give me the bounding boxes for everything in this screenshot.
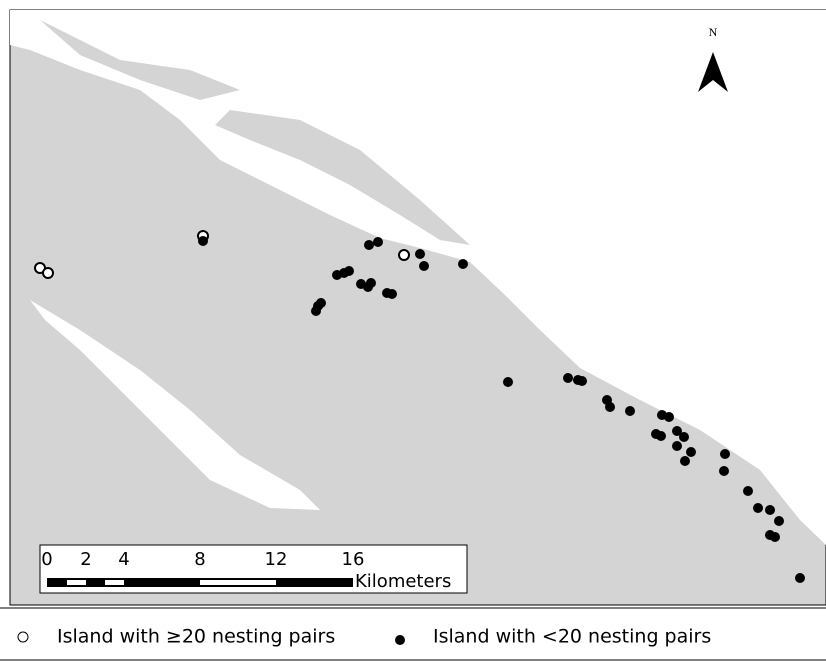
colony-small — [720, 449, 730, 459]
colony-small — [419, 261, 429, 271]
legend-filled-symbol — [395, 635, 405, 645]
legend-open-symbol — [17, 631, 29, 643]
colony-small — [686, 447, 696, 457]
colony-small — [344, 266, 354, 276]
scale-label: 8 — [194, 549, 205, 570]
scale-label: 4 — [118, 549, 129, 570]
scale-segment — [200, 580, 276, 585]
colony-small — [366, 278, 376, 288]
colony-large — [398, 249, 410, 261]
legend-label: Island with <20 nesting pairs — [433, 626, 711, 648]
scale-unit: Kilometers — [355, 571, 451, 592]
colony-small — [770, 532, 780, 542]
colony-small — [198, 236, 208, 246]
scale-segment — [105, 580, 124, 585]
island — [30, 300, 320, 510]
colony-small — [503, 377, 513, 387]
inlet — [40, 20, 240, 100]
colony-small — [672, 441, 682, 451]
colony-small — [373, 237, 383, 247]
colony-small — [387, 289, 397, 299]
colony-small — [364, 240, 374, 250]
colony-small — [774, 516, 784, 526]
colony-small — [577, 376, 587, 386]
north-arrow — [698, 52, 728, 92]
scale-segment — [67, 580, 86, 585]
colony-small — [605, 402, 615, 412]
north-label: N — [709, 25, 718, 39]
colony-small — [743, 486, 753, 496]
colony-small — [719, 466, 729, 476]
inlet — [215, 110, 470, 245]
colony-small — [664, 412, 674, 422]
scale-label: 16 — [342, 549, 365, 570]
colony-small — [311, 306, 321, 316]
colony-small — [563, 373, 573, 383]
colony-small — [795, 573, 805, 583]
legend-label: Island with ≥20 nesting pairs — [57, 626, 335, 648]
scale-label: 12 — [265, 549, 288, 570]
colony-small — [765, 505, 775, 515]
colony-small — [680, 456, 690, 466]
colony-small — [753, 503, 763, 513]
scale-label: 0 — [41, 549, 52, 570]
colony-small — [415, 249, 425, 259]
scale-label: 2 — [80, 549, 91, 570]
colony-small — [625, 406, 635, 416]
mainland — [10, 10, 826, 545]
colonies — [34, 230, 805, 583]
colony-small — [458, 259, 468, 269]
colony-large — [42, 267, 54, 279]
colony-small — [672, 426, 682, 436]
colony-small — [316, 298, 326, 308]
colony-small — [679, 432, 689, 442]
colony-small — [656, 431, 666, 441]
